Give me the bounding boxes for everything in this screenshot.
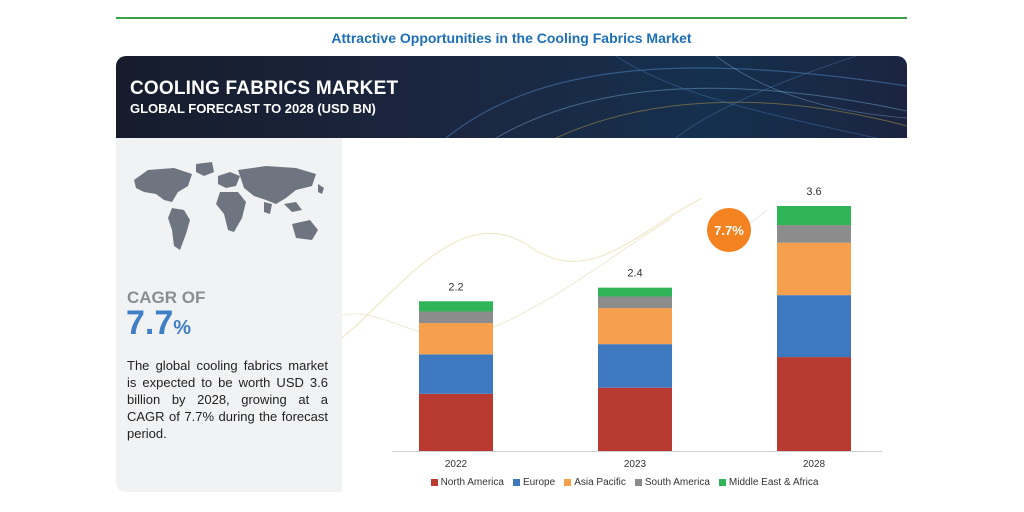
decorative-wave	[342, 197, 703, 339]
banner-subtitle: GLOBAL FORECAST TO 2028 (USD BN)	[130, 101, 376, 116]
bar-segment	[598, 287, 672, 297]
bar-segment	[777, 225, 851, 243]
legend-label: Asia Pacific	[574, 476, 626, 488]
x-tick-label: 2028	[803, 459, 826, 470]
bar-segment	[419, 311, 493, 324]
cagr-badge	[707, 208, 751, 252]
legend-label: South America	[644, 476, 710, 488]
bar-segment	[777, 295, 851, 358]
top-accent-line	[116, 17, 907, 19]
bar-segment	[419, 393, 493, 451]
banner-light-streaks	[445, 56, 907, 138]
world-map-icon	[134, 162, 324, 250]
bar-segment	[598, 296, 672, 309]
cagr-badge-text: 7.7%	[714, 223, 744, 238]
bar-total-label: 3.6	[806, 186, 821, 198]
legend-swatch	[634, 478, 642, 486]
legend-swatch	[512, 478, 520, 486]
legend-item: Middle East & Africa	[718, 476, 819, 488]
page-title: Attractive Opportunities in the Cooling …	[331, 30, 692, 46]
banner: COOLING FABRICS MARKET GLOBAL FORECAST T…	[116, 56, 907, 138]
cagr-description: The global cooling fabrics market is exp…	[127, 358, 328, 441]
cagr-value: 7.7%	[126, 304, 191, 343]
bar-segment	[598, 344, 672, 388]
bar-total-label: 2.4	[627, 268, 642, 280]
legend-swatch	[430, 478, 438, 486]
legend-item: Europe	[512, 476, 556, 488]
bar-segment	[777, 357, 851, 451]
legend-label: Middle East & Africa	[728, 476, 819, 488]
infographic-card: COOLING FABRICS MARKET GLOBAL FORECAST T…	[116, 56, 907, 492]
x-tick-label: 2023	[624, 459, 647, 470]
bar-segment	[419, 354, 493, 394]
legend-swatch	[564, 478, 572, 486]
legend-item: North America	[430, 476, 504, 488]
cagr-label: CAGR OF	[127, 288, 206, 307]
x-tick-label: 2022	[445, 459, 468, 470]
legend-label: Europe	[522, 476, 556, 488]
chart-legend: North America Europe Asia Pacific South Ame…	[342, 474, 907, 490]
bar-segment	[419, 301, 493, 312]
cagr-unit: %	[173, 317, 192, 339]
banner-title: COOLING FABRICS MARKET	[130, 78, 399, 99]
cagr-number: 7.7	[126, 304, 174, 342]
bar-segment	[777, 242, 851, 296]
bar-segment	[419, 323, 493, 355]
legend-item: South America	[634, 476, 710, 488]
legend-label: North America	[440, 476, 504, 488]
bar-segment	[598, 387, 672, 451]
left-panel: CAGR OF 7.7% The global cooling fabrics …	[116, 138, 342, 492]
bar-total-label: 2.2	[448, 281, 463, 293]
bar-segment	[777, 206, 851, 226]
legend-item: Asia Pacific	[564, 477, 626, 488]
stacked-bar-chart: 2.2 2022 2.4 2023 3.6 2028 7.7%	[342, 186, 882, 470]
legend-swatch	[718, 478, 726, 486]
bar-segment	[598, 308, 672, 345]
